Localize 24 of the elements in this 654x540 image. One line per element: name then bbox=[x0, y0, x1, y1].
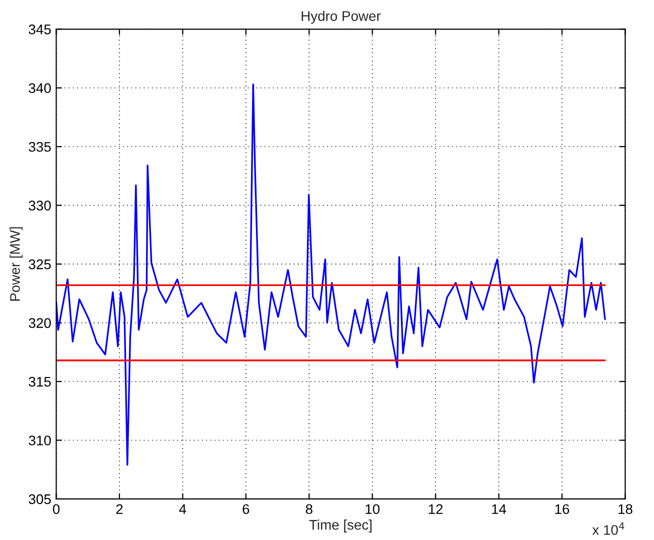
x-tick-label: 0 bbox=[52, 504, 60, 514]
x-tick-label: 12 bbox=[428, 504, 443, 514]
line-series bbox=[56, 84, 606, 466]
y-tick-label: 305 bbox=[28, 494, 51, 504]
x-tick-label: 18 bbox=[618, 504, 632, 514]
y-tick-label: 315 bbox=[28, 376, 51, 387]
x-tick-label: 2 bbox=[116, 504, 123, 514]
text: x 10$^{4}$ bbox=[592, 522, 624, 535]
y-tick-label: 340 bbox=[28, 83, 51, 94]
y-tick-label: 320 bbox=[28, 318, 51, 328]
y-tick-label: 335 bbox=[28, 142, 51, 152]
x-tick-label: 16 bbox=[555, 504, 570, 514]
x-tick-label: 8 bbox=[306, 504, 312, 514]
chart-title: Hydro Power bbox=[302, 10, 381, 24]
y-tick-label: 310 bbox=[28, 436, 51, 446]
x-tick-label: 14 bbox=[492, 504, 506, 514]
x-tick-label: 10 bbox=[366, 504, 380, 514]
x-axis-title: Time [sec] bbox=[309, 520, 372, 532]
y-tick-label: 330 bbox=[28, 200, 51, 211]
y-axis-title: Power [MW] bbox=[10, 227, 23, 301]
x-tick-label: 4 bbox=[179, 504, 186, 514]
x-tick-label: 6 bbox=[242, 504, 250, 514]
y-tick-label: 325 bbox=[28, 259, 51, 270]
y-tick-label: 345 bbox=[28, 24, 51, 34]
